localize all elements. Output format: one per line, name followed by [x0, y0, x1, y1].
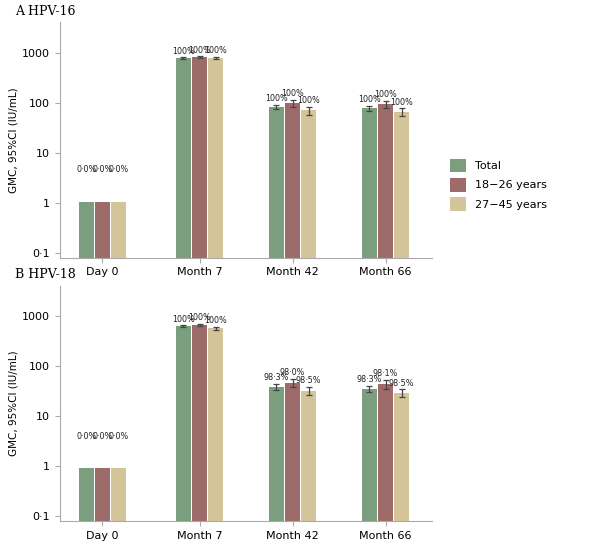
Bar — [192, 325, 207, 560]
Text: 98·1%: 98·1% — [373, 369, 398, 378]
Text: 100%: 100% — [390, 97, 413, 106]
Bar — [269, 107, 284, 560]
Bar — [111, 202, 126, 560]
Text: 0·0%: 0·0% — [108, 165, 128, 174]
Text: 0·0%: 0·0% — [76, 432, 97, 441]
Bar — [394, 393, 409, 560]
Bar — [79, 468, 94, 560]
Text: 98·3%: 98·3% — [357, 375, 382, 384]
Text: 98·0%: 98·0% — [280, 368, 305, 377]
Text: 100%: 100% — [281, 89, 304, 98]
Text: 98·5%: 98·5% — [389, 379, 415, 388]
Text: 98·5%: 98·5% — [296, 376, 322, 385]
Bar — [301, 110, 316, 560]
Bar — [378, 384, 393, 560]
Bar — [394, 111, 409, 560]
Text: 100%: 100% — [172, 315, 195, 324]
Bar — [378, 104, 393, 560]
Y-axis label: GMC, 95%CI (IU/mL): GMC, 95%CI (IU/mL) — [8, 351, 18, 456]
Bar — [95, 468, 110, 560]
Bar — [95, 202, 110, 560]
Bar — [111, 468, 126, 560]
Bar — [176, 326, 191, 560]
Text: 100%: 100% — [188, 314, 211, 323]
Y-axis label: GMC, 95%CI (IU/mL): GMC, 95%CI (IU/mL) — [8, 87, 18, 193]
Text: 100%: 100% — [204, 316, 227, 325]
Text: 100%: 100% — [358, 95, 381, 104]
Bar — [208, 328, 223, 560]
Text: 100%: 100% — [204, 46, 227, 55]
Bar — [362, 108, 377, 560]
Bar — [176, 58, 191, 560]
Bar — [301, 390, 316, 560]
Bar — [208, 58, 223, 560]
Text: B HPV-18: B HPV-18 — [16, 268, 76, 281]
Bar — [79, 202, 94, 560]
Text: 0·0%: 0·0% — [92, 432, 112, 441]
Text: 100%: 100% — [265, 94, 288, 103]
Text: 98·3%: 98·3% — [264, 374, 289, 382]
Bar — [192, 57, 207, 560]
Text: 100%: 100% — [374, 90, 397, 99]
Text: 100%: 100% — [297, 96, 320, 105]
Text: 0·0%: 0·0% — [108, 432, 128, 441]
Text: 0·0%: 0·0% — [76, 165, 97, 174]
Bar — [362, 389, 377, 560]
Text: A HPV-16: A HPV-16 — [16, 4, 76, 18]
Text: 0·0%: 0·0% — [92, 165, 112, 174]
Bar — [269, 387, 284, 560]
Legend: Total, 18−26 years, 27−45 years: Total, 18−26 years, 27−45 years — [449, 159, 547, 211]
Bar — [285, 103, 300, 560]
Text: 100%: 100% — [172, 46, 195, 55]
Text: 100%: 100% — [188, 45, 211, 54]
Bar — [285, 382, 300, 560]
